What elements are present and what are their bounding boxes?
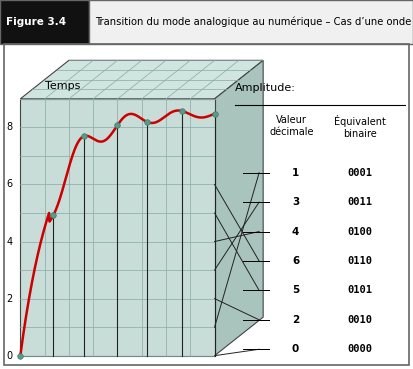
Text: 0010: 0010: [348, 315, 373, 325]
Text: 6: 6: [292, 256, 299, 266]
Text: 8: 8: [6, 123, 12, 132]
Text: 2: 2: [292, 315, 299, 325]
Text: 0100: 0100: [348, 227, 373, 237]
Text: 0001: 0001: [348, 168, 373, 178]
Text: 3: 3: [292, 197, 299, 207]
Text: Valeur
décimale: Valeur décimale: [269, 115, 314, 137]
Text: Amplitude:: Amplitude:: [235, 83, 296, 93]
Text: Figure 3.4: Figure 3.4: [6, 17, 66, 27]
Text: Équivalent
binaire: Équivalent binaire: [335, 115, 386, 138]
Polygon shape: [20, 99, 215, 356]
Polygon shape: [20, 60, 263, 99]
Text: 4: 4: [6, 237, 12, 246]
Text: Temps: Temps: [45, 81, 80, 91]
FancyBboxPatch shape: [89, 0, 413, 44]
FancyBboxPatch shape: [0, 0, 89, 44]
Text: Transition du mode analogique au numérique – Cas d’une onde simple: Transition du mode analogique au numériq…: [95, 17, 413, 27]
Text: 4: 4: [292, 227, 299, 237]
Text: 2: 2: [6, 294, 12, 304]
Text: 0: 0: [6, 351, 12, 361]
Text: 0110: 0110: [348, 256, 373, 266]
Text: 0011: 0011: [348, 197, 373, 207]
Text: 0101: 0101: [348, 285, 373, 296]
Text: 5: 5: [292, 285, 299, 296]
Polygon shape: [215, 60, 263, 356]
Text: 0: 0: [292, 344, 299, 354]
Text: 1: 1: [292, 168, 299, 178]
Text: 6: 6: [6, 179, 12, 189]
Text: 0000: 0000: [348, 344, 373, 354]
